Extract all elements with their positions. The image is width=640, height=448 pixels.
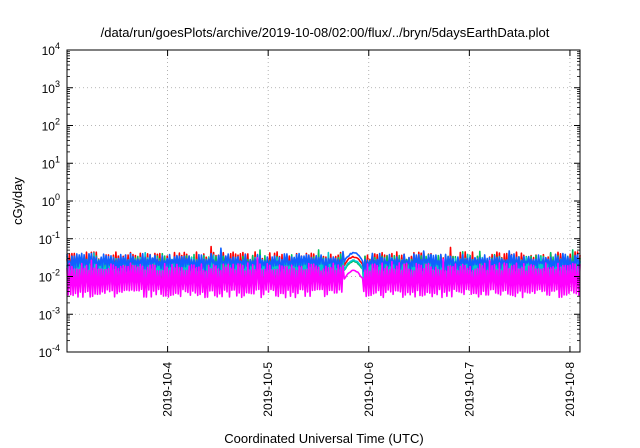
y-tick-label: 10-1 <box>39 230 60 247</box>
y-tick-label: 10-2 <box>39 268 60 285</box>
series-line-4 <box>66 256 581 299</box>
x-axis: 2019-10-4 2019-10-5 2019-10-6 2019-10-7 2019… <box>161 50 577 417</box>
x-tick-label: 2019-10-8 <box>563 362 577 417</box>
y-tick-label: 100 <box>42 192 60 209</box>
y-tick-label: 102 <box>42 117 60 134</box>
chart-title: /data/run/goesPlots/archive/2019-10-08/0… <box>101 25 550 40</box>
y-axis: 104 103 102 101 100 10-1 10-2 10-3 10-4 <box>39 41 580 360</box>
x-tick-label: 2019-10-6 <box>362 362 376 417</box>
x-tick-label: 2019-10-5 <box>261 362 275 417</box>
y-tick-label: 101 <box>42 154 60 171</box>
y-tick-label: 103 <box>42 79 60 96</box>
y-tick-label: 10-4 <box>39 343 60 360</box>
x-tick-label: 2019-10-4 <box>161 362 175 417</box>
series-line-3 <box>66 247 581 273</box>
x-axis-label: Coordinated Universal Time (UTC) <box>224 431 423 446</box>
x-tick-label: 2019-10-7 <box>462 362 476 417</box>
y-tick-label: 10-3 <box>39 305 60 322</box>
data-series <box>66 245 581 299</box>
grid-lines <box>67 50 580 352</box>
y-tick-label: 104 <box>42 41 60 58</box>
y-axis-label: cGy/day <box>10 177 25 225</box>
